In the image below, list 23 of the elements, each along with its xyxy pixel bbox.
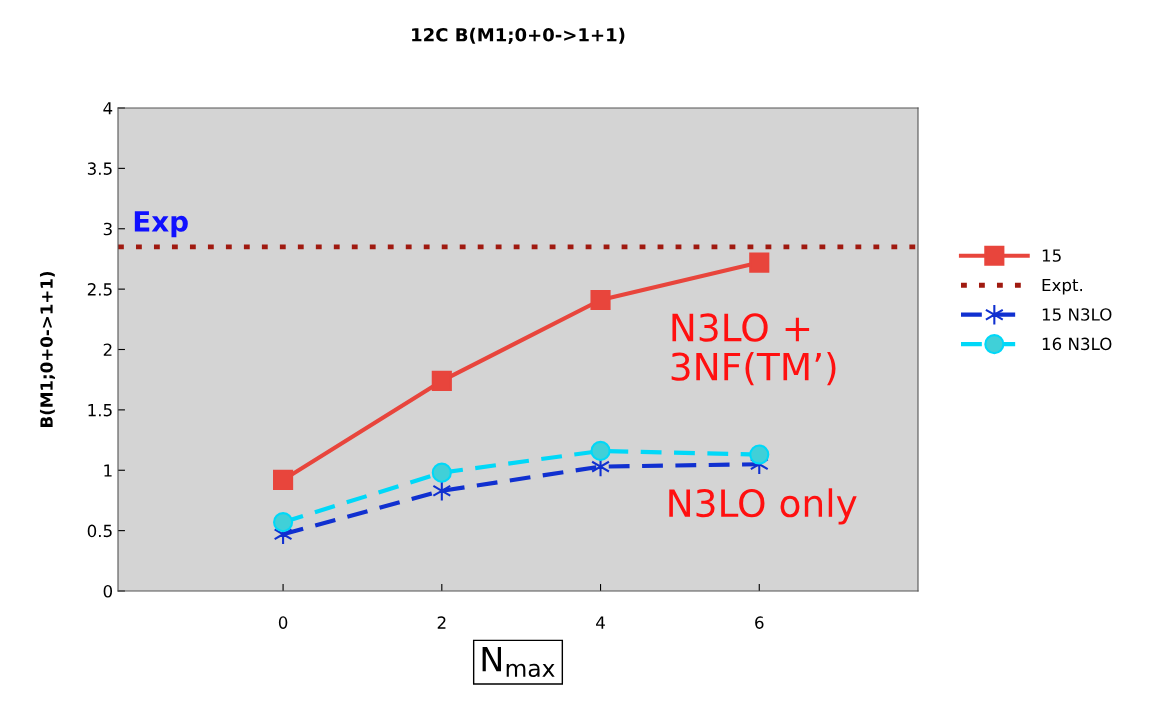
y-tick-label: 1.5 [88,404,112,417]
y-tick-label: 3 [103,222,112,236]
x-tick-label: 2 [437,616,446,629]
y-tick-label: 1 [104,464,112,477]
y-tick-label: 2 [103,343,112,356]
annotation: N3LO only [669,488,857,525]
legend-label: 15 [1042,249,1061,262]
y-axis-title: B(M1;0+0->1+1) [39,271,55,427]
y-tick-label: 3.5 [87,162,112,175]
legend-label: 16 N3LO [1042,337,1112,351]
annotation: N3LO + 3NF(TM’) [671,313,836,386]
x-tick-label: 6 [755,616,764,629]
x-tick-label: 4 [596,616,605,629]
x-axis-title: N$_{max}$ [482,647,555,678]
y-tick-label: 0.5 [87,524,112,538]
y-tick-label: 2.5 [87,283,112,296]
legend-label: Expt. [1042,278,1083,295]
x-tick-label: 0 [278,616,288,629]
y-tick-label: 4 [103,102,113,115]
annotation: Exp [134,211,188,238]
legend-label: 15 N3LO [1042,308,1112,321]
y-tick-label: 0 [103,584,113,598]
chart-title: 12C B(M1;0+0->1+1) [412,27,625,44]
